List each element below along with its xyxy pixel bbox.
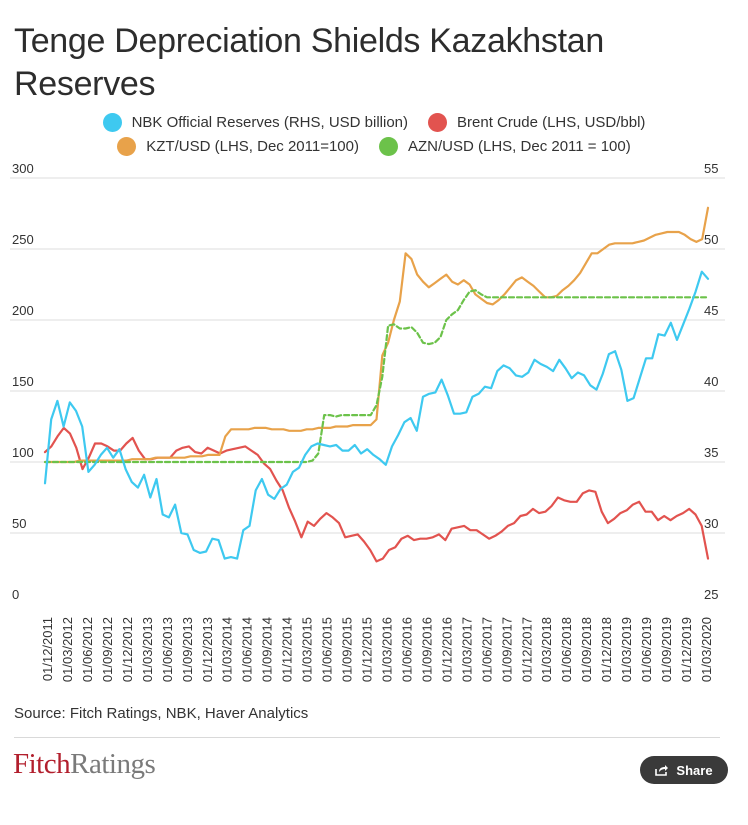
- legend-dot-brent-icon: [428, 113, 448, 132]
- left-axis-tick-label: 0: [12, 587, 19, 602]
- x-axis-tick-label: 01/03/2014: [220, 617, 235, 682]
- x-axis-tick-label: 01/12/2015: [360, 617, 375, 682]
- x-axis-tick-label: 01/12/2016: [439, 617, 454, 682]
- share-label: Share: [676, 762, 713, 778]
- logo-fitch: Fitch: [13, 748, 71, 780]
- x-axis-tick-label: 01/03/2013: [140, 617, 155, 682]
- legend: NBK Official Reserves (RHS, USD billion)…: [0, 113, 748, 132]
- legend-dot-reserves-icon: [102, 113, 122, 132]
- x-axis-tick-label: 01/09/2015: [340, 617, 355, 682]
- legend-dot-kzt-icon: [117, 137, 137, 156]
- legend-label-azn: AZN/USD (LHS, Dec 2011 = 100): [408, 138, 631, 155]
- right-axis-tick-label: 25: [704, 587, 718, 602]
- legend-label-reserves: NBK Official Reserves (RHS, USD billion): [131, 114, 409, 131]
- share-icon: [655, 765, 669, 776]
- x-axis-tick-label: 01/09/2013: [180, 617, 195, 682]
- x-axis-tick-label: 01/12/2012: [120, 617, 135, 682]
- x-axis-tick-label: 01/06/2015: [320, 617, 335, 682]
- right-axis-tick-label: 45: [704, 303, 718, 318]
- legend-label-kzt: KZT/USD (LHS, Dec 2011=100): [146, 138, 359, 155]
- legend-row-2: KZT/USD (LHS, Dec 2011=100) AZN/USD (LHS…: [0, 137, 748, 156]
- x-axis-tick-label: 01/03/2017: [459, 617, 474, 682]
- right-axis-tick-label: 55: [704, 161, 718, 176]
- left-axis-tick-label: 300: [12, 161, 34, 176]
- x-axis-tick-label: 01/06/2018: [559, 617, 574, 682]
- logo-ratings: Ratings: [70, 748, 156, 780]
- x-axis-tick-label: 01/03/2016: [379, 617, 394, 682]
- x-axis-tick-label: 01/09/2014: [260, 617, 275, 682]
- x-axis-tick-label: 01/12/2011: [40, 617, 55, 681]
- x-axis-tick-label: 01/06/2019: [639, 617, 654, 682]
- chart-title: Tenge Depreciation Shields Kazakhstan Re…: [14, 22, 604, 103]
- left-axis-tick-label: 150: [12, 374, 34, 389]
- legend-item-azn[interactable]: AZN/USD (LHS, Dec 2011 = 100): [379, 137, 631, 156]
- right-axis-tick-label: 35: [704, 445, 718, 460]
- share-button[interactable]: Share: [640, 756, 728, 784]
- x-axis-tick-label: 01/06/2013: [160, 617, 175, 682]
- series-line-0: [43, 270, 710, 560]
- right-axis-tick-label: 40: [704, 374, 718, 389]
- x-axis-tick-label: 01/12/2013: [200, 617, 215, 682]
- x-axis-tick-label: 01/12/2017: [519, 617, 534, 682]
- right-axis-tick-label: 50: [704, 232, 718, 247]
- series-line-1: [43, 426, 710, 563]
- x-axis-tick-label: 01/09/2018: [579, 617, 594, 682]
- left-axis-tick-label: 200: [12, 303, 34, 318]
- x-axis-tick-label: 01/06/2017: [479, 617, 494, 682]
- series-line-2: [43, 206, 710, 464]
- fitch-ratings-logo: FitchRatings: [13, 748, 156, 781]
- x-axis-tick-label: 01/12/2019: [679, 617, 694, 682]
- x-axis-tick-label: 01/09/2017: [499, 617, 514, 682]
- x-axis-tick-label: 01/06/2012: [80, 617, 95, 682]
- legend-dot-azn-icon: [379, 137, 398, 156]
- left-axis-tick-label: 250: [12, 232, 34, 247]
- right-axis-tick-label: 30: [704, 516, 718, 531]
- x-axis-tick-label: 01/09/2012: [100, 617, 115, 682]
- x-axis-tick-label: 01/06/2014: [240, 617, 255, 682]
- legend-item-brent[interactable]: Brent Crude (LHS, USD/bbl): [428, 113, 645, 132]
- x-axis-tick-label: 01/03/2015: [300, 617, 315, 682]
- left-axis-tick-label: 100: [12, 445, 34, 460]
- legend-label-brent: Brent Crude (LHS, USD/bbl): [457, 114, 646, 131]
- legend-item-kzt[interactable]: KZT/USD (LHS, Dec 2011=100): [117, 137, 359, 156]
- x-axis-tick-label: 01/03/2012: [60, 617, 75, 682]
- x-axis-tick-label: 01/06/2016: [399, 617, 414, 682]
- x-axis-tick-label: 01/03/2018: [539, 617, 554, 682]
- footer-divider: [14, 737, 720, 738]
- x-axis-tick-label: 01/03/2019: [619, 617, 634, 682]
- left-axis-tick-label: 50: [12, 516, 26, 531]
- source-note: Source: Fitch Ratings, NBK, Haver Analyt…: [14, 705, 309, 722]
- legend-item-reserves[interactable]: NBK Official Reserves (RHS, USD billion): [102, 113, 409, 132]
- x-axis-tick-label: 01/12/2014: [280, 617, 295, 682]
- x-axis-tick-label: 01/09/2016: [419, 617, 434, 682]
- x-axis-tick-label: 01/12/2018: [599, 617, 614, 682]
- x-axis-tick-label: 01/09/2019: [659, 617, 674, 682]
- series-line-3: [43, 289, 710, 464]
- x-axis-tick-label: 01/03/2020: [699, 617, 714, 682]
